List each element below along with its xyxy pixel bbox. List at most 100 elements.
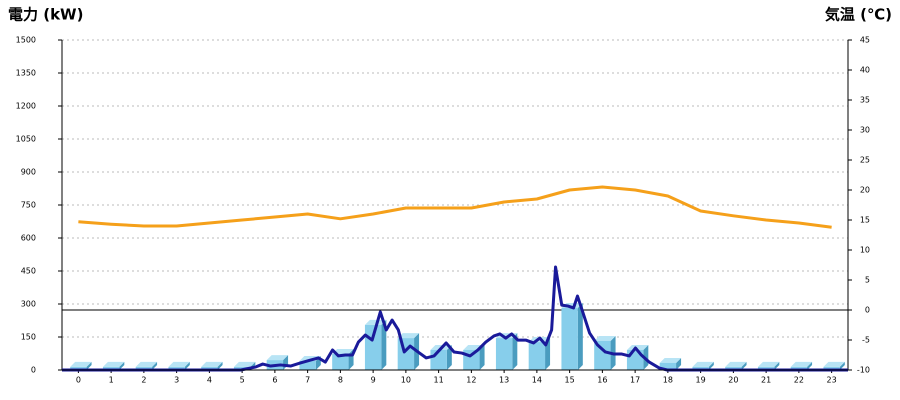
bar-top: [70, 361, 92, 367]
y-tick-label: 150: [21, 333, 36, 342]
y2-tick-label: 45: [860, 36, 870, 45]
x-tick-label: 12: [466, 376, 476, 385]
y-tick-label: 1200: [16, 102, 36, 111]
bar-side: [86, 361, 92, 370]
x-tick-label: 18: [663, 376, 673, 385]
x-tick-label: 9: [371, 376, 376, 385]
bar: [102, 366, 120, 370]
y2-axis-title: 気温 (℃): [825, 6, 892, 24]
y2-tick-label: 30: [860, 126, 870, 135]
x-tick-label: 5: [240, 376, 245, 385]
x-tick-label: 4: [207, 376, 212, 385]
bar-side: [512, 333, 518, 370]
bar-side: [381, 319, 387, 370]
bar-top: [725, 361, 747, 367]
bar: [823, 366, 840, 370]
bar-top: [168, 361, 190, 367]
bar: [495, 338, 513, 370]
x-tick-label: 21: [761, 376, 771, 385]
x-tick-label: 14: [532, 376, 542, 385]
bar-top: [135, 361, 158, 367]
bar-side: [741, 361, 747, 370]
y-axis-title: 電力 (kW): [8, 6, 83, 24]
bar: [692, 366, 709, 370]
y2-tick-label: 40: [860, 66, 870, 75]
y2-tick-label: 0: [865, 306, 870, 315]
x-tick-label: 8: [338, 376, 343, 385]
x-tick-label: 10: [401, 376, 411, 385]
bar-side: [708, 361, 714, 370]
bar: [594, 340, 611, 370]
y2-tick-label: 20: [860, 186, 870, 195]
y-tick-label: 1500: [16, 36, 36, 45]
bar-side: [217, 361, 223, 370]
bar-top: [692, 361, 714, 367]
x-tick-label: 1: [109, 376, 114, 385]
bar-side: [577, 302, 583, 370]
bar: [201, 366, 218, 370]
x-tick-label: 13: [499, 376, 509, 385]
power-line: [62, 265, 848, 372]
x-tick-label: 7: [305, 376, 310, 385]
bar-top: [626, 344, 649, 350]
x-tick-label: 11: [434, 376, 444, 385]
bar-side: [807, 361, 813, 370]
y2-tick-label: -5: [862, 336, 870, 345]
y-tick-label: 450: [21, 267, 36, 276]
bar: [561, 307, 578, 370]
bar-top: [266, 355, 289, 361]
y-tick-label: 1050: [16, 135, 36, 144]
bar: [659, 362, 677, 370]
bar-side: [184, 361, 190, 370]
x-tick-label: 16: [597, 376, 607, 385]
y-tick-label: 0: [31, 366, 36, 375]
bar: [725, 366, 742, 370]
bar-side: [119, 361, 125, 370]
bar-top: [332, 348, 354, 354]
y-tick-label: 900: [21, 168, 36, 177]
x-tick-label: 17: [630, 376, 640, 385]
bar: [790, 366, 808, 370]
y2-tick-label: 15: [860, 216, 870, 225]
bar: [757, 366, 775, 370]
temperature-line: [78, 185, 832, 229]
bar-side: [676, 357, 682, 370]
bar-side: [479, 344, 485, 370]
x-tick-label: 2: [141, 376, 146, 385]
y2-tick-label: 10: [860, 246, 870, 255]
y-tick-label: 1350: [16, 69, 36, 78]
y2-tick-label: -10: [857, 366, 870, 375]
bar: [168, 366, 185, 370]
x-tick-label: 15: [565, 376, 575, 385]
y2-tick-label: 25: [860, 156, 870, 165]
bar: [528, 342, 546, 370]
bar-top: [823, 361, 845, 367]
bar: [135, 366, 153, 370]
bar: [332, 353, 349, 370]
bar-side: [152, 361, 158, 370]
bar-top: [790, 361, 813, 367]
y-tick-label: 600: [21, 234, 36, 243]
x-tick-label: 19: [696, 376, 706, 385]
bar-top: [397, 333, 420, 339]
bar-side: [839, 361, 845, 370]
bar-top: [102, 361, 125, 367]
x-tick-label: 23: [827, 376, 837, 385]
bar-top: [233, 361, 256, 367]
bar-top: [364, 319, 387, 325]
x-tick-label: 20: [728, 376, 738, 385]
x-tick-label: 3: [174, 376, 179, 385]
y2-tick-label: 5: [865, 276, 870, 285]
bar-top: [201, 361, 223, 367]
x-tick-label: 22: [794, 376, 804, 385]
bar-side: [774, 361, 780, 370]
bar: [70, 366, 87, 370]
y2-tick-label: 35: [860, 96, 870, 105]
y-tick-label: 750: [21, 201, 36, 210]
bar-top: [659, 357, 682, 363]
y-tick-label: 300: [21, 300, 36, 309]
x-tick-label: 6: [272, 376, 277, 385]
x-tick-label: 0: [76, 376, 81, 385]
bar-top: [757, 361, 780, 367]
